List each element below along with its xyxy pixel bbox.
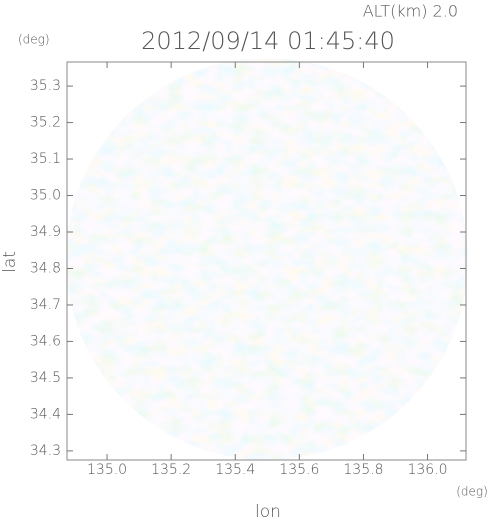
chart-title: 2012/09/14 01:45:40: [141, 27, 395, 55]
x-unit: (deg): [456, 485, 488, 499]
y-tick-label: 35.1: [30, 151, 61, 167]
y-unit: (deg): [18, 33, 50, 47]
x-tick-label: 135.0: [87, 462, 127, 478]
y-tick-label: 35.2: [30, 115, 61, 131]
altitude-label: ALT(km) 2.0: [363, 2, 458, 21]
radar-disk: [66, 58, 468, 460]
y-tick-label: 34.6: [30, 333, 61, 349]
plot-frame: [66, 61, 467, 461]
y-tick-label: 34.4: [30, 406, 61, 422]
y-tick-label: 34.3: [30, 443, 61, 459]
y-tick-label: 34.5: [30, 370, 61, 386]
x-tick-label: 135.4: [215, 462, 255, 478]
y-tick-label: 35.0: [30, 188, 61, 204]
y-tick-label: 35.3: [30, 78, 61, 94]
radar-field: [66, 58, 468, 460]
x-tick-label: 136.0: [407, 462, 447, 478]
y-tick-label: 34.8: [30, 260, 61, 276]
y-tick-label: 34.7: [30, 297, 61, 313]
x-label: lon: [255, 502, 281, 521]
y-tick-label: 34.9: [30, 224, 61, 240]
x-tick-label: 135.6: [279, 462, 319, 478]
y-label: lat: [0, 251, 20, 273]
x-tick-label: 135.2: [151, 462, 191, 478]
x-tick-label: 135.8: [343, 462, 383, 478]
